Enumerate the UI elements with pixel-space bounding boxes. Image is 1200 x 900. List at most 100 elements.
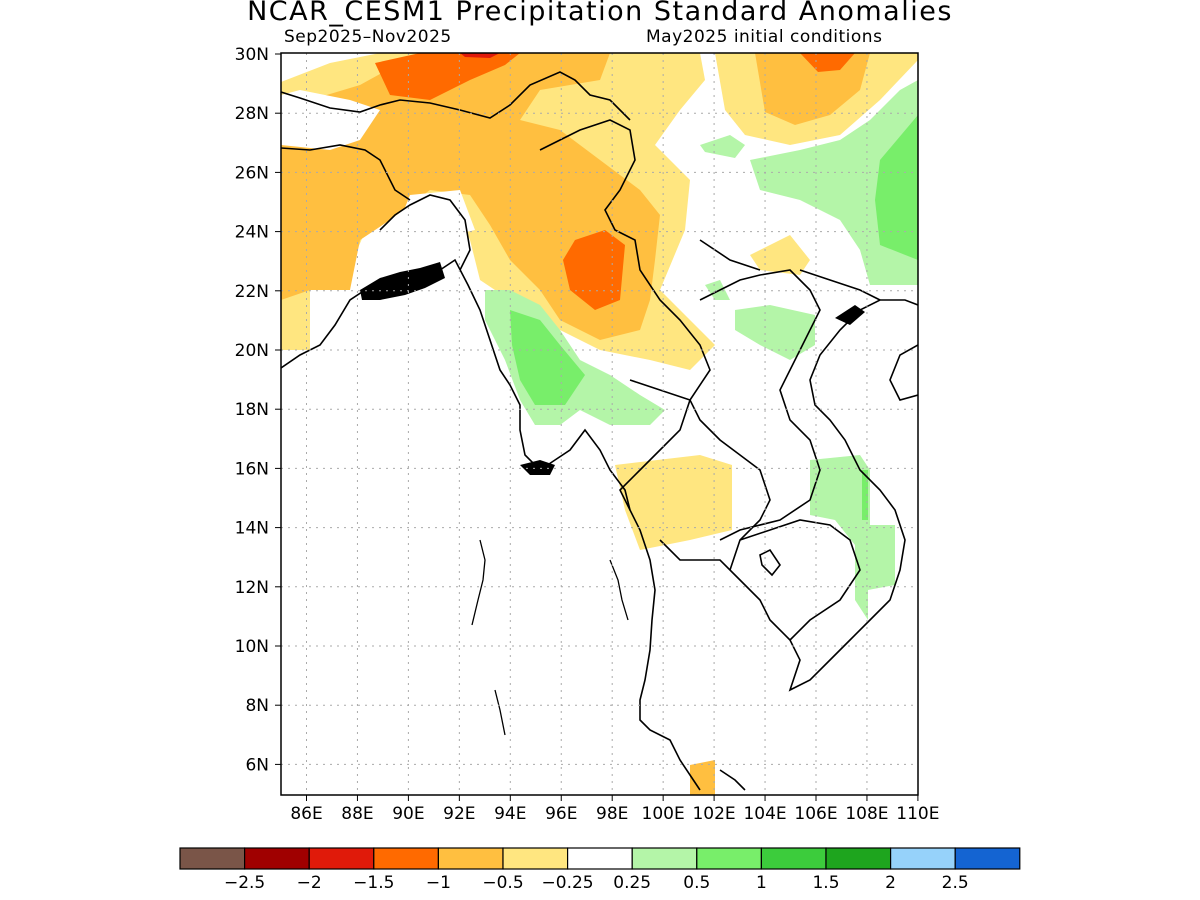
mergui-islands — [609, 559, 629, 621]
lat-tick-label: 8N — [245, 696, 269, 716]
colorbar-swatch — [760, 847, 827, 870]
lon-tick-label: 86E — [290, 804, 322, 824]
gulf-coast — [719, 769, 746, 791]
anomaly-region-moderate-dry-south — [690, 760, 715, 795]
lon-tick-label: 90E — [392, 804, 424, 824]
thailand-border — [629, 379, 771, 571]
lat-tick-label: 22N — [235, 282, 269, 302]
irrawaddy-delta — [520, 460, 555, 475]
colorbar-swatch — [696, 847, 762, 870]
anomaly-region-moderate-wet-myanmar — [510, 310, 585, 405]
lat-tick-label: 24N — [235, 223, 269, 243]
map-frame — [280, 52, 919, 796]
lon-tick-label: 110E — [896, 804, 939, 824]
vietnam-north-coast — [889, 344, 918, 401]
lat-tick-label: 16N — [235, 459, 269, 479]
colorbar-label: 0.25 — [613, 873, 651, 893]
bangladesh-border — [379, 194, 471, 271]
colorbar-swatch — [889, 847, 956, 870]
china-border — [699, 239, 761, 271]
gridlines — [281, 53, 918, 795]
colorbar-label: −1.5 — [353, 873, 394, 893]
colorbar-label: 1.5 — [812, 873, 839, 893]
nicobar-islands — [494, 689, 506, 736]
andaman-islands — [471, 539, 486, 626]
colorbar-swatch — [244, 847, 310, 870]
lon-tick-label: 100E — [642, 804, 685, 824]
colorbar-swatch — [308, 847, 375, 870]
anomaly-region-weak-wet-east — [750, 80, 918, 285]
colorbar-swatches — [179, 847, 1021, 870]
lon-tick-label: 102E — [692, 804, 735, 824]
anomaly-region-very-strong-dry — [460, 53, 500, 58]
colorbar-label: −0.5 — [482, 873, 523, 893]
lon-tick-label: 96E — [545, 804, 577, 824]
lon-tick-label: 88E — [341, 804, 373, 824]
colorbar-label: −0.25 — [542, 873, 594, 893]
lon-tick-label: 94E — [494, 804, 526, 824]
indochina-coastline — [659, 299, 918, 692]
colorbar-label: 2.5 — [942, 873, 969, 893]
colorbar-label: 2 — [885, 873, 896, 893]
anomaly-region-weak-dry-thailand — [615, 455, 732, 550]
colorbar-label: −2.5 — [224, 873, 265, 893]
season-label: Sep2025–Nov2025 — [284, 27, 452, 47]
anomaly-region-weak-wet-north — [705, 280, 730, 300]
lon-tick-label: 98E — [596, 804, 628, 824]
colorbar-label: −1 — [426, 873, 451, 893]
ganges-delta — [360, 262, 445, 300]
myanmar-border — [539, 119, 711, 511]
map-title: NCAR_CESM1 Precipitation Standard Anomal… — [247, 0, 953, 27]
anomaly-region-strong-dry — [375, 53, 520, 100]
longitude-axis: 86E 88E 90E 92E 94E 96E 98E 100E 102E 104E 106E 108… — [290, 804, 939, 824]
lat-tick-label: 18N — [235, 400, 269, 420]
colorbar-swatch — [566, 847, 633, 870]
latitude-axis: 30N 28N 26N 24N 22N 20N 18N 16N 14N 12N 10N 8N 6N — [235, 45, 269, 775]
red-river-delta — [835, 305, 865, 325]
lon-tick-label: 108E — [845, 804, 888, 824]
colorbar-swatch — [437, 847, 504, 870]
cambodia-border — [739, 519, 861, 641]
anomaly-region-moderate-wet-east — [875, 115, 918, 260]
tonle-sap — [759, 548, 781, 577]
anomaly-region-moderate-dry-ne — [755, 53, 870, 125]
init-conditions-label: May2025 initial conditions — [646, 27, 883, 47]
lat-tick-label: 12N — [235, 578, 269, 598]
lat-tick-label: 6N — [245, 755, 269, 775]
anomaly-region-strong-dry-myanmar — [563, 230, 625, 310]
colorbar-swatch — [502, 847, 569, 870]
anomaly-region-weak-wet-vietnam — [810, 455, 895, 620]
colorbar-label: −2 — [297, 873, 322, 893]
laos-border — [699, 269, 821, 541]
colorbar-label: 0.5 — [683, 873, 710, 893]
colorbar-swatch — [631, 847, 698, 870]
island-layer — [471, 539, 629, 736]
lat-tick-label: 20N — [235, 341, 269, 361]
anomaly-map: 30N 28N 26N 24N 22N 20N 18N 16N 14N 12N 10N 8N 6N 86… — [235, 45, 940, 824]
neutral-region-bangladesh — [400, 190, 475, 240]
anomaly-region-weak-wet-laos — [735, 305, 815, 360]
colorbar-swatch — [954, 847, 1021, 870]
colorbar-swatch — [373, 847, 439, 870]
lon-tick-label: 104E — [743, 804, 786, 824]
vietnam-border — [799, 269, 881, 301]
lat-tick-label: 28N — [235, 104, 269, 124]
nepal-border — [281, 144, 411, 201]
lat-tick-label: 30N — [235, 45, 269, 65]
delta-layer — [360, 262, 865, 475]
lat-tick-label: 10N — [235, 637, 269, 657]
lat-tick-label: 26N — [235, 163, 269, 183]
himalaya-border — [281, 71, 631, 121]
colorbar-labels: −2.5 −2 −1.5 −1 −0.5 −0.25 0.25 0.5 1 1.5 2 2.5 — [224, 873, 969, 893]
axis-ticks — [275, 53, 919, 801]
colorbar-swatch — [825, 847, 892, 870]
anomaly-fill-layer — [281, 53, 918, 795]
colorbar-label: 1 — [756, 873, 767, 893]
anomaly-region-weak-wet-spot — [700, 135, 745, 158]
neutral-region-nw — [281, 90, 380, 150]
colorbar-swatch — [179, 847, 246, 870]
lon-tick-label: 106E — [794, 804, 837, 824]
lon-tick-label: 92E — [443, 804, 475, 824]
anomaly-region-strong-dry-ne — [800, 53, 855, 72]
anomaly-region-moderate-wet-vietnam — [862, 470, 868, 520]
